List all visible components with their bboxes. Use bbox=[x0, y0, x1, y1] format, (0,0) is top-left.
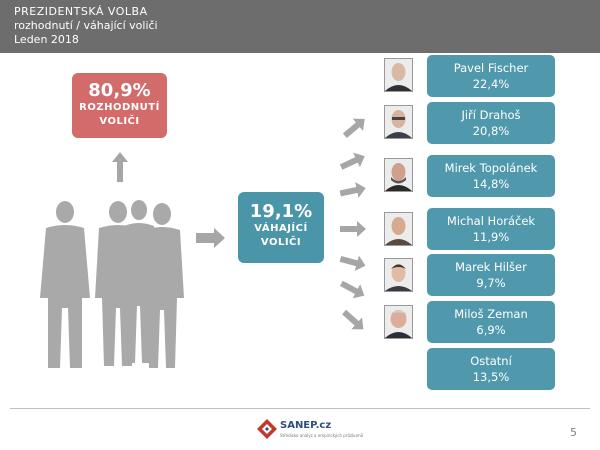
candidate-box-drahos: Jiří Drahoš 20,8% bbox=[427, 102, 555, 144]
undecided-voters-label: VÁHAJÍCÍ VOLIČI bbox=[254, 223, 308, 248]
candidate-box-fischer: Pavel Fischer 22,4% bbox=[427, 55, 555, 97]
arrow-icon bbox=[339, 182, 366, 198]
candidate-box-ostatni: Ostatní 13,5% bbox=[427, 348, 555, 390]
candidate-name: Marek Hilšer bbox=[455, 260, 527, 274]
arrow-icon bbox=[340, 221, 366, 237]
candidate-name: Ostatní bbox=[470, 354, 512, 368]
arrow-right-icon bbox=[196, 228, 225, 248]
sanep-logo-icon bbox=[257, 419, 277, 439]
undecided-voters-value: 19,1% bbox=[249, 201, 313, 222]
footer-divider bbox=[10, 408, 590, 409]
candidate-value: 14,8% bbox=[472, 177, 510, 191]
arrow-icon bbox=[342, 118, 365, 139]
arrow-icon bbox=[339, 255, 366, 272]
decided-voters-label: ROZHODNUTÍ VOLIČI bbox=[79, 102, 160, 127]
candidate-photo-avatar bbox=[384, 105, 413, 139]
candidate-box-topolanek: Mirek Topolánek 14,8% bbox=[427, 155, 555, 197]
header-subtitle: rozhodnutí / váhající voliči bbox=[14, 19, 158, 32]
candidate-photo-avatar bbox=[384, 158, 413, 192]
arrow-icon bbox=[339, 152, 365, 170]
candidate-value: 13,5% bbox=[472, 370, 510, 384]
candidate-value: 22,4% bbox=[472, 77, 510, 91]
logo-name: SANEP.cz bbox=[280, 420, 332, 431]
arrow-icon bbox=[339, 280, 365, 299]
candidate-box-hilser: Marek Hilšer 9,7% bbox=[427, 254, 555, 296]
candidate-value: 6,9% bbox=[476, 323, 506, 337]
candidate-name: Mirek Topolánek bbox=[444, 161, 538, 175]
decided-voters-value: 80,9% bbox=[88, 80, 151, 101]
candidate-box-zeman: Miloš Zeman 6,9% bbox=[427, 301, 555, 343]
candidate-name: Michal Horáček bbox=[446, 214, 536, 228]
undecided-voters-box: 19,1% VÁHAJÍCÍ VOLIČI bbox=[238, 192, 324, 263]
decided-voters-box: 80,9% ROZHODNUTÍ VOLIČI bbox=[72, 73, 167, 138]
arrow-icon bbox=[342, 309, 364, 330]
candidate-name: Miloš Zeman bbox=[454, 307, 528, 321]
candidate-value: 20,8% bbox=[472, 124, 510, 138]
header-title: PREZIDENTSKÁ VOLBA bbox=[14, 5, 148, 18]
candidate-arrows bbox=[339, 118, 366, 330]
candidate-photo-avatar bbox=[384, 212, 413, 246]
candidate-name: Jiří Drahoš bbox=[461, 108, 521, 122]
page-number: 5 bbox=[570, 426, 577, 439]
candidate-value: 11,9% bbox=[472, 230, 510, 244]
header-date: Leden 2018 bbox=[14, 33, 79, 46]
candidate-photo-avatar bbox=[384, 58, 413, 92]
voters-silhouette-icon bbox=[40, 200, 184, 368]
logo-subtitle: Středisko analýz a empirických průzkumů bbox=[280, 433, 364, 438]
candidate-photo-avatar bbox=[384, 258, 413, 292]
arrow-up-icon bbox=[112, 152, 128, 182]
header-bar: PREZIDENTSKÁ VOLBA rozhodnutí / váhající… bbox=[0, 0, 600, 53]
candidate-name: Pavel Fischer bbox=[453, 61, 529, 75]
candidate-box-horacek: Michal Horáček 11,9% bbox=[427, 208, 555, 250]
candidate-photo-avatar bbox=[384, 305, 413, 339]
candidate-value: 9,7% bbox=[476, 276, 506, 290]
